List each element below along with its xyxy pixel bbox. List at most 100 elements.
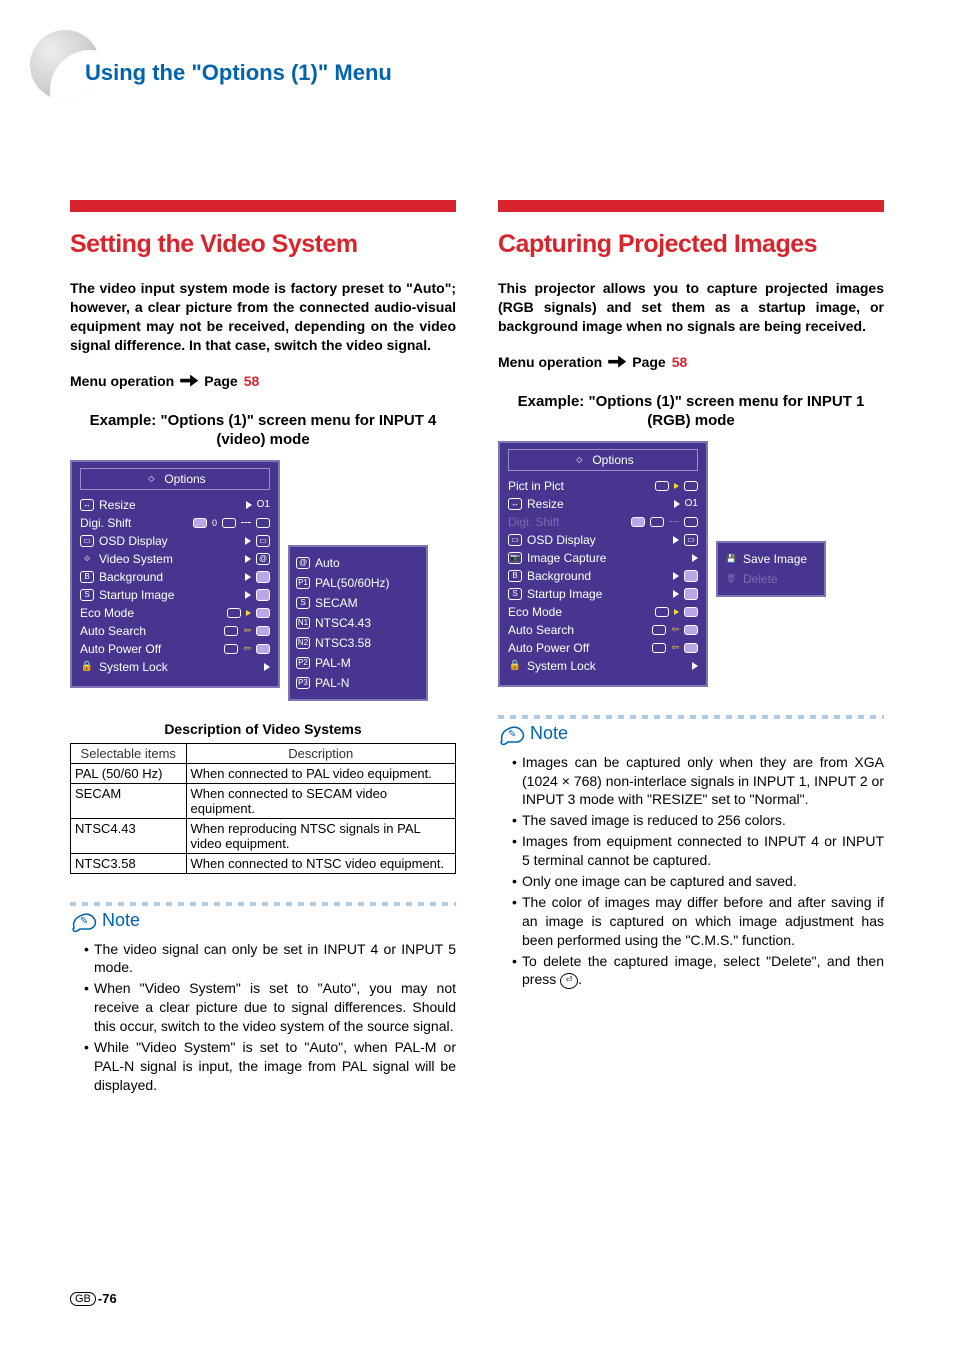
options-icon: ◇ [144, 473, 158, 485]
left-osd-row: ◇ Options ↔ResizeO1 Digi. Shift0 ▭OSD Di… [70, 460, 456, 701]
page-number: GB -76 [70, 1291, 117, 1306]
note-heading: ✎ Note [70, 910, 456, 932]
lock-icon [80, 661, 94, 673]
note-item: The video signal can only be set in INPU… [84, 940, 456, 978]
note-item: The color of images may differ before an… [512, 893, 884, 950]
osd-item: ↔ResizeO1 [80, 496, 270, 514]
arrow-icon [245, 537, 251, 545]
video-systems-table: Selectable items Description PAL (50/60 … [70, 743, 456, 874]
submenu-item: SSECAM [296, 593, 420, 613]
submenu-item: N1NTSC4.43 [296, 613, 420, 633]
note-divider [70, 902, 456, 906]
note-item: While "Video System" is set to "Auto", w… [84, 1038, 456, 1095]
osd-item-disabled: Digi. Shift [508, 513, 698, 531]
content-columns: Setting the Video System The video input… [70, 200, 884, 1097]
table-header: Description [186, 743, 456, 763]
osd-item: Auto Search⇦ [508, 621, 698, 639]
section-bar [498, 200, 884, 212]
osd-item: SStartup Image [80, 586, 270, 604]
left-menu-operation: Menu operation Page 58 [70, 373, 456, 389]
menu-op-page-num: 58 [672, 354, 688, 370]
menu-op-page-num: 58 [244, 373, 260, 389]
table-cell: NTSC3.58 [71, 853, 187, 873]
submenu-item: @Auto [296, 553, 420, 573]
arrow-icon [245, 591, 251, 599]
note-item: To delete the captured image, select "De… [512, 952, 884, 990]
osd-item: Eco Mode [80, 604, 270, 622]
save-icon: 💾 [724, 553, 738, 565]
osd-item: 📷Image Capture [508, 549, 698, 567]
left-section-title: Setting the Video System [70, 230, 456, 259]
startup-icon: S [80, 589, 94, 601]
osd-item: System Lock [80, 658, 270, 676]
background-icon: B [508, 570, 522, 582]
right-osd-panel: ◇ Options Pict in Pict ↔ResizeO1 Digi. S… [498, 441, 708, 687]
submenu-item: N2NTSC3.58 [296, 633, 420, 653]
antenna-icon: ⟐ [80, 553, 94, 565]
page-num-value: -76 [98, 1291, 117, 1306]
osd-item: Auto Search⇦ [80, 622, 270, 640]
menu-op-label: Menu operation [498, 354, 602, 370]
submenu-item: 💾Save Image [724, 549, 818, 569]
arrow-right-icon [180, 375, 198, 387]
note-item: Only one image can be captured and saved… [512, 872, 884, 891]
left-column: Setting the Video System The video input… [70, 200, 456, 1097]
right-osd-row: ◇ Options Pict in Pict ↔ResizeO1 Digi. S… [498, 441, 884, 687]
left-notes-list: The video signal can only be set in INPU… [70, 940, 456, 1095]
osd-item: ↔ResizeO1 [508, 495, 698, 513]
table-cell: PAL (50/60 Hz) [71, 763, 187, 783]
note-item: Images from equipment connected to INPUT… [512, 832, 884, 870]
right-menu-operation: Menu operation Page 58 [498, 354, 884, 370]
osd-item: ▭OSD Display▭ [508, 531, 698, 549]
right-section-title: Capturing Projected Images [498, 230, 884, 259]
osd-item: BBackground [80, 568, 270, 586]
osd-item: Auto Power Off⇦ [508, 639, 698, 657]
svg-text:✎: ✎ [508, 729, 516, 740]
arrow-icon [245, 555, 251, 563]
table-caption: Description of Video Systems [70, 721, 456, 737]
right-notes-list: Images can be captured only when they ar… [498, 753, 884, 990]
svg-text:✎: ✎ [80, 916, 88, 927]
table-cell: When connected to NTSC video equipment. [186, 853, 456, 873]
osd-item: Auto Power Off⇦ [80, 640, 270, 658]
left-osd-panel: ◇ Options ↔ResizeO1 Digi. Shift0 ▭OSD Di… [70, 460, 280, 688]
osd-item: ⟐Video System@ [80, 550, 270, 568]
right-submenu-panel: 💾Save Image 🗑Delete [716, 541, 826, 597]
note-item: When "Video System" is set to "Auto", yo… [84, 979, 456, 1036]
table-cell: When reproducing NTSC signals in PAL vid… [186, 818, 456, 853]
delete-icon: 🗑 [724, 573, 738, 585]
left-intro: The video input system mode is factory p… [70, 279, 456, 355]
table-cell: SECAM [71, 783, 187, 818]
auto-icon: @ [296, 557, 310, 569]
osd-item: ▭OSD Display▭ [80, 532, 270, 550]
startup-icon: S [508, 588, 522, 600]
note-divider [498, 715, 884, 719]
table-cell: NTSC4.43 [71, 818, 187, 853]
osd-item: System Lock [508, 657, 698, 675]
background-icon: B [80, 571, 94, 583]
submenu-item: P2PAL-M [296, 653, 420, 673]
note-item: The saved image is reduced to 256 colors… [512, 811, 884, 830]
note-icon: ✎ [498, 723, 526, 745]
enter-button-icon: ⏎ [560, 973, 578, 989]
right-intro: This projector allows you to capture pro… [498, 279, 884, 336]
osd-display-icon: ▭ [80, 535, 94, 547]
left-submenu-panel: @Auto P1PAL(50/60Hz) SSECAM N1NTSC4.43 N… [288, 545, 428, 701]
table-cell: When connected to PAL video equipment. [186, 763, 456, 783]
note-label: Note [530, 723, 568, 744]
osd-display-icon: ▭ [508, 534, 522, 546]
right-example-caption: Example: "Options (1)" screen menu for I… [498, 392, 884, 431]
page-title: Using the "Options (1)" Menu [85, 60, 392, 86]
resize-icon: ↔ [508, 498, 522, 510]
menu-op-label: Menu operation [70, 373, 174, 389]
menu-op-page-label: Page [632, 354, 665, 370]
arrow-icon [246, 501, 252, 509]
osd-item: Eco Mode [508, 603, 698, 621]
arrow-icon [245, 573, 251, 581]
osd-panel-title: ◇ Options [80, 468, 270, 490]
right-column: Capturing Projected Images This projecto… [498, 200, 884, 1097]
options-icon: ◇ [572, 454, 586, 466]
note-item: Images can be captured only when they ar… [512, 753, 884, 810]
submenu-item-disabled: 🗑Delete [724, 569, 818, 589]
arrow-right-icon [608, 356, 626, 368]
